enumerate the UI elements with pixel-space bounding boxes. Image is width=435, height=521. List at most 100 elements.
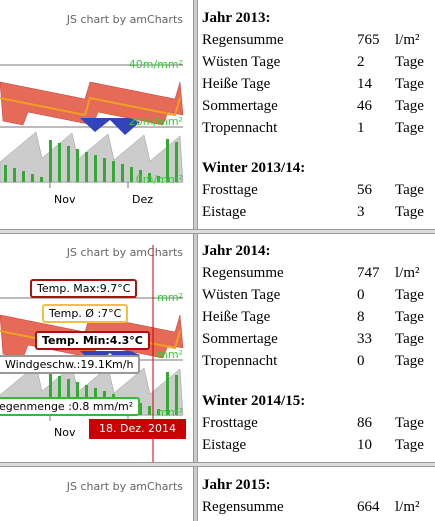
chart-shape — [112, 161, 115, 182]
stat-unit: Tage — [395, 309, 424, 325]
chart-shape — [0, 96, 181, 117]
stat-unit: Tage — [395, 287, 424, 303]
chart-shape — [67, 146, 70, 182]
stat-value: 0 — [357, 287, 365, 303]
chart-plot — [0, 64, 184, 188]
chart-area — [80, 118, 140, 135]
chart-credit: JS chart by amCharts — [66, 13, 183, 26]
chart-credit: JS chart by amCharts — [66, 480, 183, 493]
chart-shape — [148, 173, 151, 182]
section-title: Winter 2013/14: — [202, 160, 306, 176]
axis-label: 40m/mm² — [128, 58, 183, 71]
chart-shape — [49, 373, 52, 415]
tooltip: Temp. Min:4.3°C — [35, 331, 150, 350]
stat-value: 765 — [357, 32, 380, 48]
row-divider — [0, 462, 435, 467]
stat-unit: Tage — [395, 98, 424, 114]
month-label: Nov — [54, 193, 76, 206]
chart-shape — [13, 168, 16, 182]
stat-value: 56 — [357, 182, 372, 198]
section-title: Jahr 2013: — [202, 10, 271, 26]
section-title: Winter 2014/15: — [202, 393, 306, 409]
stat-label: Regensumme — [202, 499, 284, 515]
stat-unit: Tage — [395, 120, 424, 136]
stat-value: 46 — [357, 98, 372, 114]
date-label: 18. Dez. 2014 — [89, 419, 186, 439]
chart-shape — [157, 409, 160, 415]
stat-value: 14 — [357, 76, 372, 92]
stat-label: Wüsten Tage — [202, 54, 281, 70]
chart-shape — [58, 143, 61, 182]
axis-label: mm² — [157, 406, 183, 419]
chart-shape — [49, 140, 52, 182]
chart-shape — [58, 376, 61, 415]
stat-unit: l/m² — [395, 499, 420, 515]
stat-unit: Tage — [395, 331, 424, 347]
month-label: Dez — [132, 193, 154, 206]
stat-label: Eistage — [202, 204, 247, 220]
stat-unit: Tage — [395, 353, 424, 369]
stat-label: Frosttage — [202, 182, 258, 198]
stat-value: 0 — [357, 353, 365, 369]
stat-value: 3 — [357, 204, 365, 220]
chart-shape — [175, 142, 178, 182]
axis-label: 20m/mm² — [128, 115, 183, 128]
chart-shape — [157, 176, 160, 182]
chart-shape — [139, 403, 142, 415]
chart-shape — [85, 152, 88, 182]
chart-shape — [40, 177, 43, 182]
month-label: Nov — [54, 426, 76, 439]
chart-shape — [22, 171, 25, 182]
tooltip: Windgeschw.:19.1Km/h — [0, 355, 141, 374]
stat-label: Tropennacht — [202, 120, 278, 136]
chart-shape — [94, 155, 97, 182]
chart-panel: mm² mm² mm² Nov JS chart by amCharts Temp. Ma… — [0, 233, 193, 462]
stat-label: Heiße Tage — [202, 309, 271, 325]
stat-value: 8 — [357, 309, 365, 325]
chart-shape — [166, 372, 169, 415]
stat-label: Wüsten Tage — [202, 287, 281, 303]
stat-unit: Tage — [395, 415, 424, 431]
stat-label: Heiße Tage — [202, 76, 271, 92]
stat-unit: Tage — [395, 437, 424, 453]
chart-shape — [148, 406, 151, 415]
chart-shape — [76, 149, 79, 182]
tooltip: Temp. Max:9.7°C — [30, 279, 138, 298]
stat-value: 33 — [357, 331, 372, 347]
stat-value: 10 — [357, 437, 372, 453]
chart-plot — [0, 467, 193, 521]
stat-unit: Tage — [395, 76, 424, 92]
stat-label: Regensumme — [202, 32, 284, 48]
stat-value: 747 — [357, 265, 380, 281]
stat-unit: l/m² — [395, 32, 420, 48]
stat-unit: Tage — [395, 54, 424, 70]
chart-shape — [166, 139, 169, 182]
stat-label: Regensumme — [202, 265, 284, 281]
axis-label: mm² — [157, 291, 183, 304]
stat-value: 2 — [357, 54, 365, 70]
chart-shape — [175, 375, 178, 415]
axis-label: 0m/mm² — [135, 173, 183, 186]
chart-panel: JS chart by amCharts — [0, 467, 193, 521]
chart-credit: JS chart by amCharts — [66, 246, 183, 259]
chart-area — [0, 131, 184, 183]
stat-label: Frosttage — [202, 415, 258, 431]
stat-value: 86 — [357, 415, 372, 431]
stat-unit: l/m² — [395, 265, 420, 281]
stat-label: Sommertage — [202, 98, 278, 114]
stat-label: Sommertage — [202, 331, 278, 347]
section-title: Jahr 2015: — [202, 477, 271, 493]
stat-unit: Tage — [395, 182, 424, 198]
chart-shape — [121, 164, 124, 182]
row-divider — [0, 229, 435, 234]
section-title: Jahr 2014: — [202, 243, 271, 259]
column-divider — [193, 0, 198, 521]
chart-shape — [103, 158, 106, 182]
chart-shape — [4, 165, 7, 182]
chart-shape — [31, 174, 34, 182]
stat-label: Tropennacht — [202, 353, 278, 369]
chart-panel: 40m/mm² 20m/mm² 0m/mm² Nov Dez JS chart by am… — [0, 0, 193, 229]
tooltip: Temp. Ø :7°C — [42, 304, 129, 323]
stat-value: 1 — [357, 120, 365, 136]
